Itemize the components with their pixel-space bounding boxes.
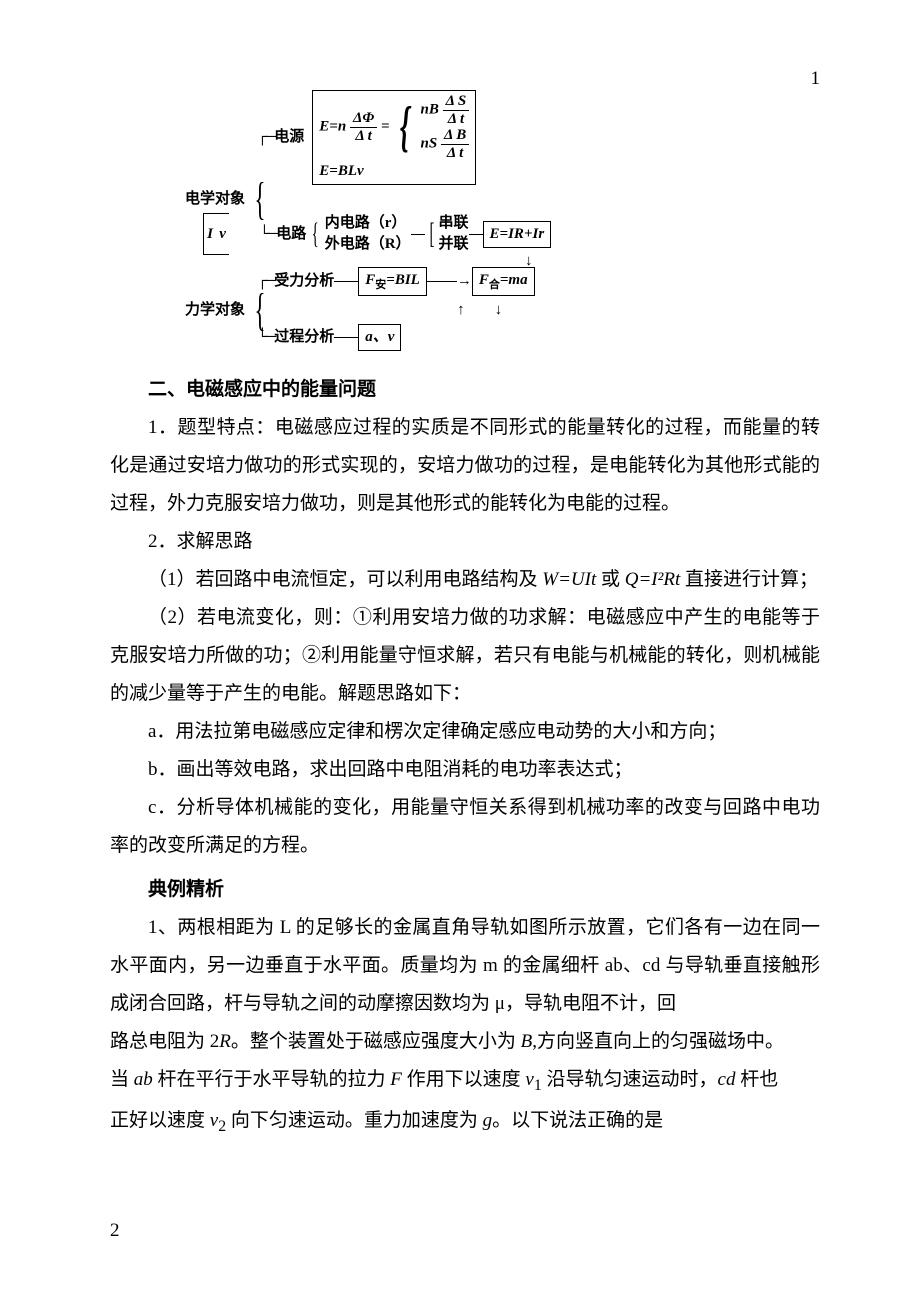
example-1-line3: 当 ab 杆在平行于水平导轨的拉力 F 作用下以速度 v1 沿导轨匀速运动时，c… (110, 1061, 820, 1101)
diagram-iv-link: Iv (203, 213, 229, 255)
para-2b-c: c．分析导体机械能的变化，用能量守恒关系得到机械功率的改变与回路中电功率的改变所… (110, 789, 820, 865)
concept-diagram: ┌─ 电源 E=n ΔΦΔ t = { nB Δ SΔ t nS Δ BΔ t (185, 90, 745, 351)
example-1-line2: 路总电阻为 2R。整个装置处于磁感应强度大小为 B,方向竖直向上的匀强磁场中。 (110, 1023, 820, 1061)
para-2b-b: b．画出等效电路，求出回路中电阻消耗的电功率表达式； (110, 751, 820, 789)
diagram-emf-box: E=n ΔΦΔ t = { nB Δ SΔ t nS Δ BΔ t E=BLv (312, 90, 476, 185)
page-number-top: 1 (811, 68, 821, 90)
diagram-fnet-box: F合=ma (472, 267, 535, 296)
diagram-mech-object: 力学对象 (185, 300, 245, 321)
diagram-process-analysis: 过程分析 (274, 327, 334, 348)
para-1: 1．题型特点：电磁感应过程的实质是不同形式的能量转化的过程，而能量的转化是通过安… (110, 409, 820, 523)
para-2b: （2）若电流变化，则：①利用安培力做的功求解：电磁感应中产生的电能等于克服安培力… (110, 599, 820, 713)
para-2a: （1）若回路中电流恒定，可以利用电路结构及 W=UIt 或 Q=I²Rt 直接进… (110, 561, 820, 599)
diagram-source-label: 电源 (274, 127, 304, 148)
para-2b-a: a．用法拉第电磁感应定律和楞次定律确定感应电动势的大小和方向； (110, 713, 820, 751)
page-number-bottom: 2 (110, 1220, 120, 1242)
diagram-circuit-label: 电路 (276, 224, 306, 245)
document-body: 二、电磁感应中的能量问题 1．题型特点：电磁感应过程的实质是不同形式的能量转化的… (110, 371, 820, 1142)
diagram-force-analysis: 受力分析 (274, 271, 334, 292)
diagram-eirir-box: E=IR+Ir (483, 221, 552, 248)
example-1-line1: 1、两根相距为 L 的足够长的金属直角导轨如图所示放置，它们各有一边在同一水平面… (110, 909, 820, 1023)
example-1-line4: 正好以速度 v2 向下匀速运动。重力加速度为 g。以下说法正确的是 (110, 1102, 820, 1142)
heading-energy: 二、电磁感应中的能量问题 (110, 371, 820, 409)
diagram-famp-box: F安=BIL (358, 267, 427, 296)
diagram-av-box: a、v (358, 324, 401, 351)
para-2: 2．求解思路 (110, 523, 820, 561)
heading-examples: 典例精析 (110, 871, 820, 909)
diagram-elec-object: 电学对象 (185, 189, 245, 210)
